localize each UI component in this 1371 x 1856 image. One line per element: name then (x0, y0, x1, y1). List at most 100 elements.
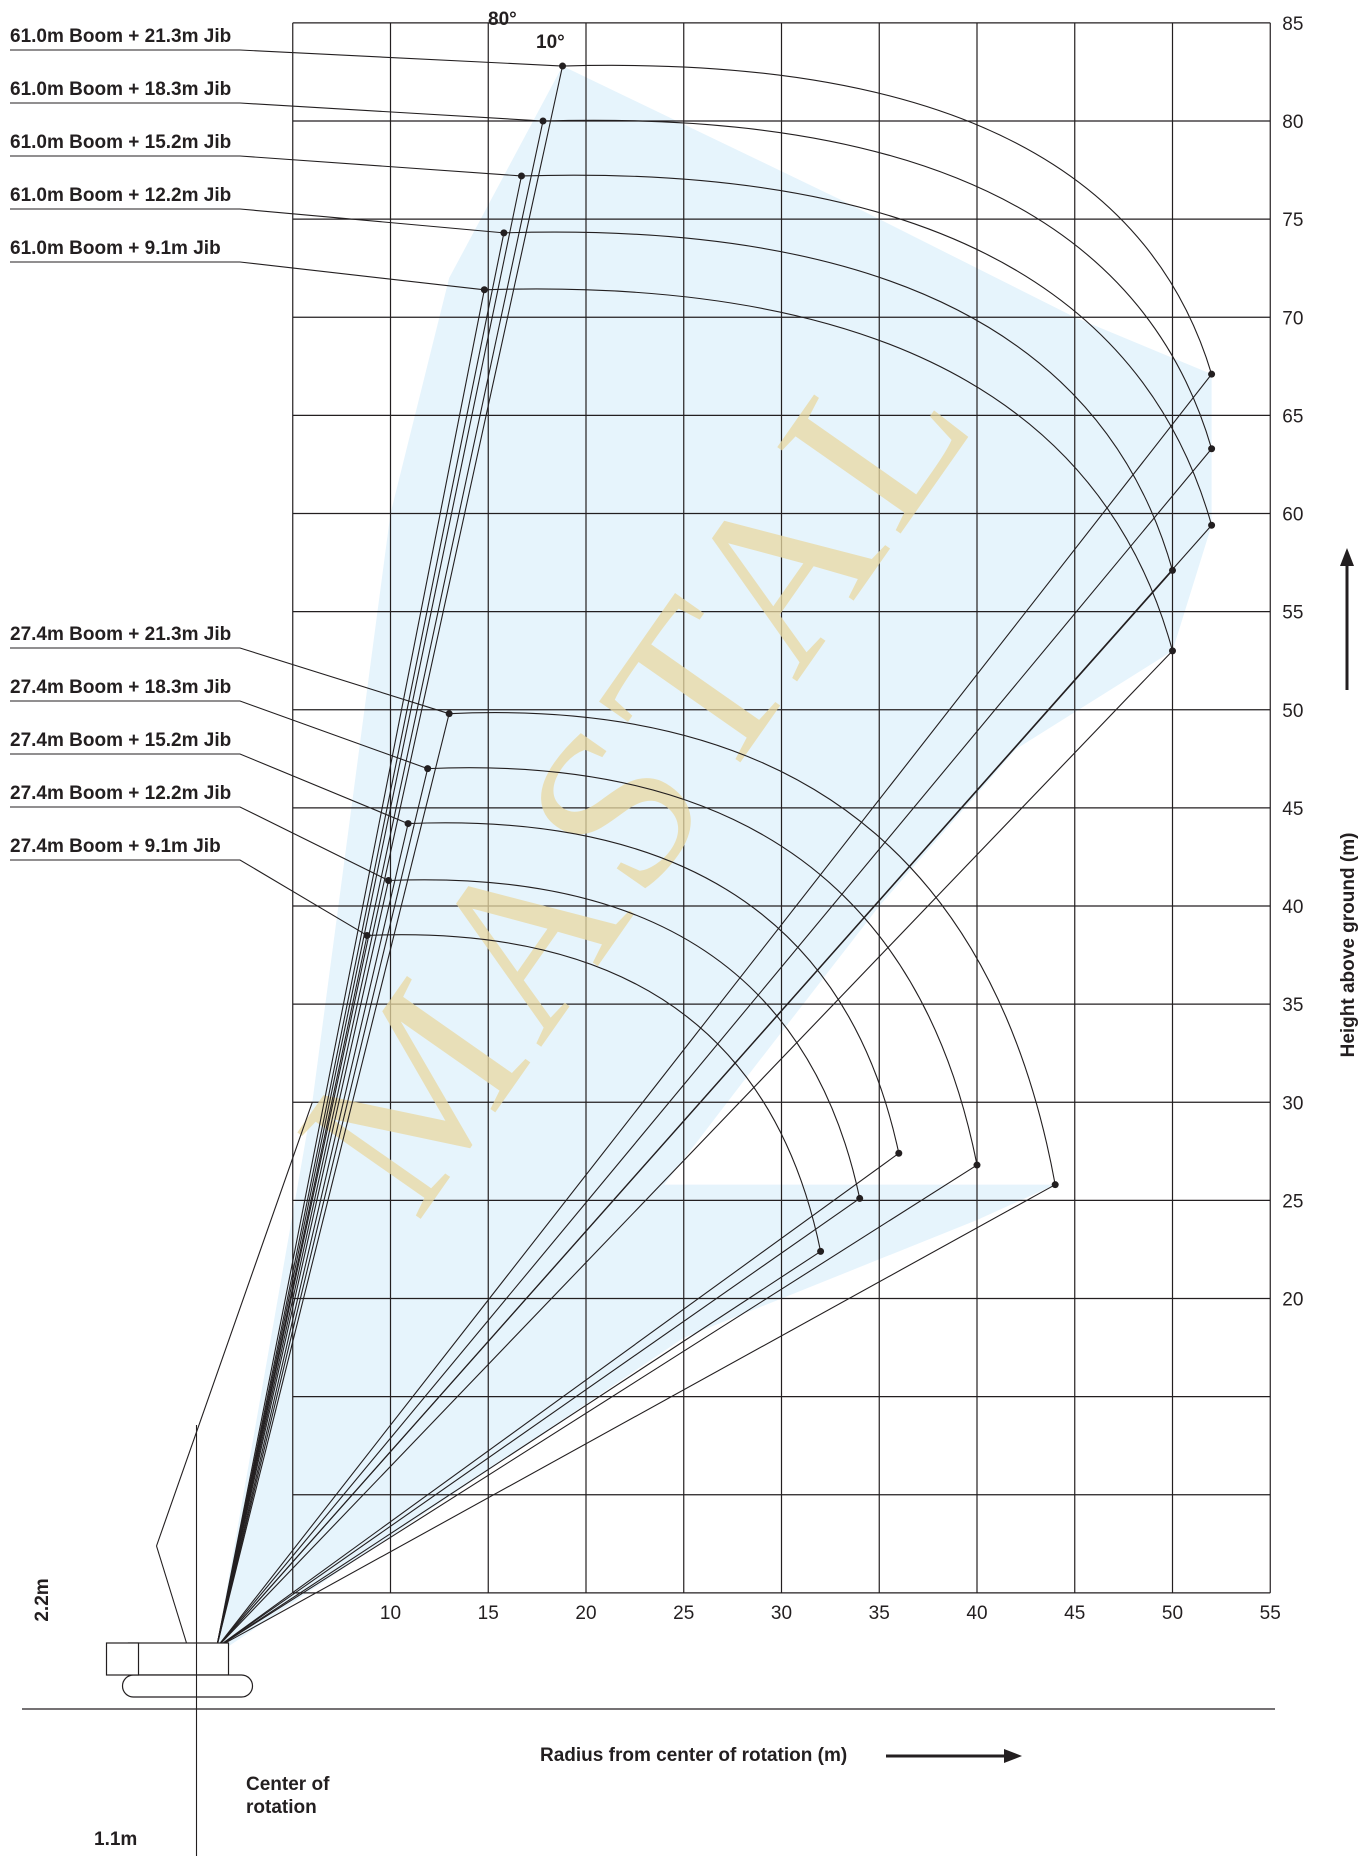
y-tick-label: 45 (1282, 799, 1303, 820)
series-leader (10, 49, 563, 67)
series-label: 61.0m Boom + 21.3m Jib (10, 26, 231, 47)
boom-line-max (215, 713, 450, 1648)
y-tick-label: 30 (1282, 1093, 1303, 1114)
y-tick-label: 20 (1282, 1290, 1303, 1311)
center-of-rotation-label-2: rotation (246, 1797, 317, 1818)
boom-line-max (215, 120, 544, 1648)
boom-line-max (215, 232, 505, 1648)
y-tick-label: 85 (1282, 14, 1303, 35)
crane-body (127, 1642, 230, 1676)
working-envelope (216, 66, 1212, 1648)
x-tick-label: 25 (673, 1603, 694, 1624)
center-of-rotation-label: Center of (246, 1774, 330, 1795)
y-axis-arrow-head (1340, 548, 1354, 566)
grid (22, 22, 1275, 1710)
series-label: 27.4m Boom + 12.2m Jib (10, 783, 231, 804)
crane-mast-stay (155, 1102, 313, 1547)
series-labels: 61.0m Boom + 21.3m Jib 61.0m Boom + 18.3m… (10, 26, 563, 936)
jib-tip-point (1169, 566, 1176, 574)
boom-line-min (216, 1164, 978, 1649)
series-leader (10, 806, 389, 881)
series-arc (562, 64, 1213, 375)
crane-counterweight (105, 1642, 140, 1676)
y-axis-title: Height above ground (m) (1338, 548, 1359, 1057)
boom-line-max (215, 289, 485, 1648)
series-leader (10, 261, 485, 291)
series-label: 61.0m Boom + 18.3m Jib (10, 79, 231, 100)
y-tick-label: 60 (1282, 505, 1303, 526)
boom-line-min (216, 650, 1173, 1649)
jib-tip-point (1169, 647, 1176, 655)
x-tick-label: 30 (771, 1603, 792, 1624)
series-label: 27.4m Boom + 21.3m Jib (10, 624, 231, 645)
jib-tip-point (856, 1194, 864, 1202)
boom-foot-height-label: 2.2m (32, 1578, 53, 1621)
crane-track (121, 1674, 254, 1698)
crane-drawing (105, 1102, 313, 1856)
boom-line-min (216, 373, 1213, 1649)
series-label: 27.4m Boom + 18.3m Jib (10, 677, 231, 698)
jib-tip-point (1208, 521, 1216, 529)
series-label: 61.0m Boom + 12.2m Jib (10, 185, 231, 206)
angle-label-10: 10° (536, 32, 565, 53)
y-tick-label: 50 (1282, 701, 1303, 722)
series-label: 61.0m Boom + 9.1m Jib (10, 238, 221, 259)
crane-mast (155, 1545, 188, 1644)
x-tick-label: 10 (380, 1603, 401, 1624)
angle-label-80: 80° (488, 9, 517, 30)
boom-line-min (216, 1197, 861, 1649)
boom-line-max (215, 823, 409, 1648)
boom-line-max (215, 65, 564, 1648)
boom-foot-offset-label: 1.1m (94, 1829, 137, 1850)
series-leader (10, 753, 409, 825)
series-curves (215, 62, 1216, 1649)
series-arc (503, 231, 1174, 571)
boom-line-max (215, 935, 368, 1648)
x-axis-arrow-head (1004, 1749, 1022, 1763)
y-tick-label: 55 (1282, 603, 1303, 624)
series-arc (367, 934, 822, 1252)
boom-line-max (215, 880, 390, 1648)
axis-ticks: 10 15 20 25 30 35 40 45 50 55 20 25 30 35 40 45 50 55 60 65… (380, 14, 1303, 1624)
series-leader (10, 700, 428, 770)
x-tick-label: 35 (869, 1603, 890, 1624)
series-arc (388, 879, 861, 1199)
series-arc (449, 712, 1056, 1185)
x-axis-title: Radius from center of rotation (m) (540, 1745, 1022, 1766)
jib-tip-point (1208, 370, 1216, 378)
series-label: 27.4m Boom + 9.1m Jib (10, 836, 221, 857)
x-tick-label: 20 (575, 1603, 596, 1624)
envelope-fill (216, 66, 1212, 1648)
x-tick-label: 50 (1162, 1603, 1183, 1624)
jib-tip-point (1208, 445, 1216, 453)
series-arc (427, 767, 978, 1166)
boom-line-min (216, 570, 1173, 1649)
boom-line-min (216, 448, 1213, 1649)
boom-line-max (215, 768, 429, 1648)
series-arc (542, 119, 1213, 449)
jib-tip-point (1051, 1181, 1059, 1189)
series-leader (10, 208, 504, 234)
series-arc (484, 288, 1174, 652)
series-arc (408, 822, 900, 1154)
series-label: 61.0m Boom + 15.2m Jib (10, 132, 231, 153)
x-tick-label: 45 (1064, 1603, 1085, 1624)
jib-tip-point (973, 1161, 981, 1169)
y-tick-label: 35 (1282, 995, 1303, 1016)
x-tick-label: 15 (478, 1603, 499, 1624)
jib-tip-point (817, 1247, 825, 1255)
y-tick-label: 65 (1282, 406, 1303, 427)
y-tick-label: 80 (1282, 112, 1303, 133)
series-label: 27.4m Boom + 15.2m Jib (10, 730, 231, 751)
series-leader (10, 155, 522, 177)
series-leader (10, 102, 544, 122)
y-axis-label: Height above ground (m) (1338, 833, 1359, 1058)
x-tick-label: 40 (966, 1603, 987, 1624)
x-axis-label: Radius from center of rotation (m) (540, 1745, 847, 1766)
series-arc (521, 174, 1213, 526)
angle-markers: 80° 10° (488, 9, 565, 53)
dimension-annotations: 2.2m 1.1m Center of rotation (32, 1578, 330, 1850)
boom-line-max (215, 175, 523, 1648)
jib-tip-point (895, 1149, 903, 1157)
